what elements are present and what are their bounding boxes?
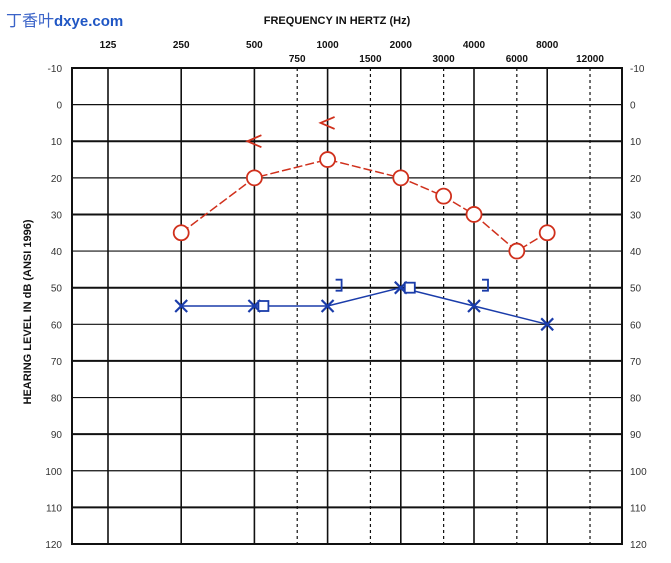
data-point-circle <box>508 242 526 260</box>
y-tick-label-right: 0 <box>630 101 636 112</box>
x-tick-label-inter: 1500 <box>359 54 382 65</box>
x-tick-label: 8000 <box>536 40 559 51</box>
data-point-square <box>257 300 270 312</box>
y-tick-label-right: 110 <box>630 503 646 514</box>
x-stroke <box>540 317 554 332</box>
x-tick-label-inter: 3000 <box>432 54 455 65</box>
y-tick-label-left: 120 <box>45 540 62 551</box>
axis-ticks: -10 -10 0 0 10 10 20 20 30 30 40 40 50 50 60 60 70 70 80 80… <box>45 40 647 551</box>
y-tick-label-right: -10 <box>630 64 645 75</box>
plot-frame <box>71 67 623 545</box>
x-tick-label: 1000 <box>316 40 339 51</box>
x-axis-title: FREQUENCY IN HERTZ (Hz) <box>264 15 411 27</box>
y-tick-label-left: 30 <box>51 210 63 221</box>
y-tick-label-right: 10 <box>630 137 642 148</box>
x-stroke <box>174 299 188 313</box>
data-point-circle <box>245 169 263 187</box>
y-tick-label-left: 40 <box>51 247 63 258</box>
data-point-bracket-left <box>318 116 335 130</box>
y-tick-label-right: 50 <box>630 284 642 295</box>
y-tick-label-left: 110 <box>46 503 62 514</box>
x-tick-label: 2000 <box>390 40 413 51</box>
data-point-bracket-right <box>335 278 343 292</box>
y-tick-label-right: 40 <box>630 247 642 258</box>
data-point-bracket-right <box>482 278 489 292</box>
y-tick-label-right: 70 <box>630 357 642 368</box>
data-point-x <box>467 299 481 313</box>
y-tick-label-left: 10 <box>51 137 63 148</box>
y-tick-label-left: 90 <box>51 430 63 441</box>
data-point-square <box>403 281 416 294</box>
y-tick-label-left: 0 <box>56 101 62 112</box>
data-point-circle <box>538 224 556 242</box>
data-point-x <box>174 299 188 313</box>
x-tick-label-inter: 750 <box>289 54 306 65</box>
y-tick-label-left: 20 <box>51 174 63 185</box>
y-tick-label-left: 60 <box>51 320 63 331</box>
data-point-bracket-left <box>245 134 262 149</box>
series-layer <box>172 116 556 332</box>
x-tick-label: 250 <box>173 40 190 51</box>
y-axis-title: HEARING LEVEL IN dB (ANSI 1996) <box>22 219 34 404</box>
y-tick-label-left: 80 <box>51 394 63 405</box>
y-tick-label-left: 70 <box>51 357 63 368</box>
series-line <box>180 158 548 253</box>
x-tick-label-inter: 12000 <box>576 54 604 65</box>
y-tick-label-right: 30 <box>630 210 642 221</box>
y-tick-label-right: 90 <box>630 430 642 441</box>
x-stroke <box>320 299 335 313</box>
y-tick-label-left: -10 <box>48 64 63 75</box>
x-tick-label: 500 <box>246 40 263 51</box>
data-point-circle <box>319 151 337 168</box>
y-tick-label-right: 100 <box>630 467 647 478</box>
data-point-circle <box>392 169 410 187</box>
data-point-x <box>320 299 335 313</box>
y-tick-label-right: 120 <box>630 540 647 551</box>
data-point-circle <box>465 206 483 223</box>
data-point-circle <box>435 187 453 205</box>
data-point-x <box>540 317 554 332</box>
x-tick-label-inter: 6000 <box>506 54 529 65</box>
y-tick-label-right: 20 <box>630 174 642 185</box>
y-tick-label-right: 80 <box>630 394 642 405</box>
y-tick-label-left: 50 <box>51 284 63 295</box>
x-tick-label: 125 <box>100 40 117 51</box>
x-stroke <box>467 299 481 313</box>
data-point-circle <box>172 224 190 242</box>
y-tick-label-left: 100 <box>45 467 62 478</box>
grid <box>71 67 623 545</box>
y-tick-label-right: 60 <box>630 320 642 331</box>
watermark: 丁香叶dxye.com <box>6 11 123 30</box>
series-line <box>181 286 548 326</box>
x-tick-label: 4000 <box>463 40 486 51</box>
